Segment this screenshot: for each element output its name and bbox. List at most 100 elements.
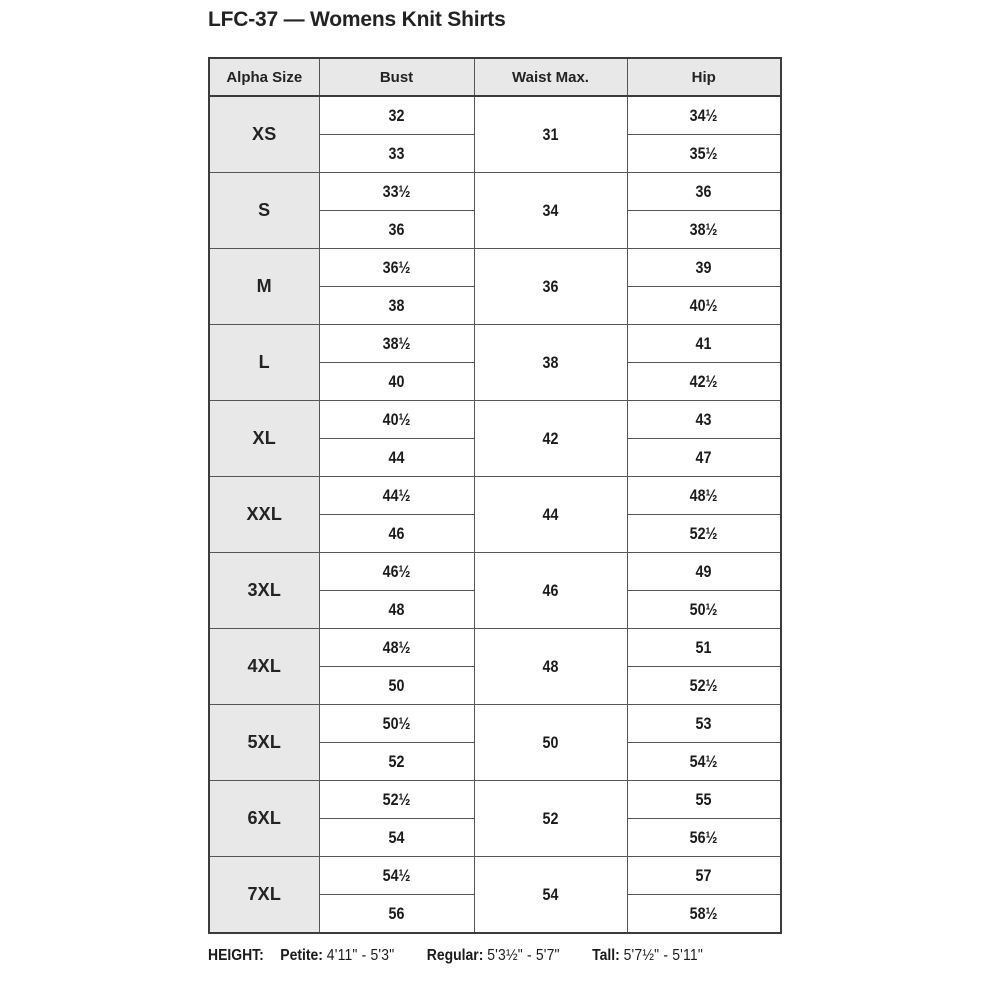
hip-cell: 36 [626, 172, 782, 211]
table-row: XXL 44½ 44 48½ [208, 476, 782, 553]
size-chart-table: Alpha Size Bust Waist Max. Hip XS 32 31 … [208, 57, 782, 934]
waist-value: 50 [542, 732, 559, 752]
hip-cell: 56½ [626, 818, 782, 857]
table-row: 50 52½ [209, 666, 782, 705]
hip-value: 42½ [689, 371, 718, 391]
regular-value: 5'3½" - 5'7" [487, 947, 560, 964]
bust-value: 48 [388, 599, 405, 619]
waist-value: 52 [542, 808, 559, 828]
hip-cell: 57 [626, 856, 782, 895]
bust-value: 50½ [382, 713, 411, 733]
hip-cell: 42½ [626, 362, 782, 401]
waist-value: 48 [542, 656, 559, 676]
waist-value: 42 [542, 428, 559, 448]
hip-value: 54½ [689, 751, 718, 771]
bust-cell: 44 [318, 438, 475, 477]
table-row: 3XL 46½ 46 49 [208, 552, 782, 629]
size-group-xl: XL 40½ 42 43 44 47 [208, 400, 782, 477]
alpha-size-cell: 5XL [208, 704, 320, 781]
waist-value: 54 [542, 884, 559, 904]
size-group-s: S 33½ 34 36 36 38½ [208, 172, 782, 249]
bust-cell: 54½ [318, 856, 475, 895]
bust-value: 56 [388, 903, 405, 923]
waist-value: 31 [542, 124, 559, 144]
alpha-size-cell: XL [208, 400, 320, 477]
waist-cell: 42 [473, 400, 628, 477]
alpha-size-cell: L [208, 324, 320, 401]
bust-cell: 44½ [318, 476, 475, 515]
bust-cell: 48 [318, 590, 475, 629]
alpha-size-cell: M [208, 248, 320, 325]
table-row: 36 38½ [209, 210, 782, 249]
waist-cell: 50 [473, 704, 628, 781]
hip-value: 50½ [689, 599, 718, 619]
size-group-3xl: 3XL 46½ 46 49 48 50½ [208, 552, 782, 629]
hip-cell: 41 [626, 324, 782, 363]
waist-cell: 54 [473, 856, 628, 934]
bust-cell: 36½ [318, 248, 475, 287]
hip-cell: 53 [626, 704, 782, 743]
page-title: LFC-37 — Womens Knit Shirts [208, 8, 506, 31]
hip-value: 48½ [689, 485, 718, 505]
height-regular: Regular: 5'3½" - 5'7" [427, 947, 560, 964]
hip-cell: 39 [626, 248, 782, 287]
hip-cell: 34½ [626, 95, 782, 135]
header-alpha-size: Alpha Size [208, 57, 320, 97]
waist-value: 36 [542, 276, 559, 296]
bust-value: 46 [388, 523, 405, 543]
bust-value: 46½ [382, 561, 411, 581]
bust-value: 40 [388, 371, 405, 391]
hip-value: 41 [695, 333, 712, 353]
bust-cell: 48½ [318, 628, 475, 667]
hip-value: 55 [695, 789, 712, 809]
hip-value: 34½ [689, 105, 718, 125]
size-group-l: L 38½ 38 41 40 42½ [208, 324, 782, 401]
bust-cell: 32 [318, 95, 475, 135]
table-row: 38 40½ [209, 286, 782, 325]
height-label: HEIGHT: [208, 947, 264, 964]
hip-cell: 47 [626, 438, 782, 477]
alpha-size-cell: XXL [208, 476, 320, 553]
table-row: 5XL 50½ 50 53 [208, 704, 782, 781]
waist-value: 34 [542, 200, 559, 220]
alpha-size-cell: 3XL [208, 552, 320, 629]
tall-label: Tall: [592, 947, 620, 964]
waist-cell: 34 [473, 172, 628, 249]
size-group-5xl: 5XL 50½ 50 53 52 54½ [208, 704, 782, 781]
header-row: Alpha Size Bust Waist Max. Hip [208, 57, 782, 97]
hip-value: 47 [695, 447, 712, 467]
height-note: HEIGHT: Petite: 4'11" - 5'3" Regular: 5'3… [208, 947, 730, 965]
waist-value: 44 [542, 504, 559, 524]
size-group-7xl: 7XL 54½ 54 57 56 58½ [208, 856, 782, 934]
hip-value: 57 [695, 865, 712, 885]
table-row: 56 58½ [209, 894, 782, 934]
hip-value: 52½ [689, 675, 718, 695]
bust-value: 36½ [382, 257, 411, 277]
hip-cell: 38½ [626, 210, 782, 249]
height-petite: Petite: 4'11" - 5'3" [280, 947, 394, 964]
size-group-xs: XS 32 31 34½ 33 35½ [208, 95, 782, 173]
table-row: 48 50½ [209, 590, 782, 629]
bust-value: 44½ [382, 485, 411, 505]
table-row: 6XL 52½ 52 55 [208, 780, 782, 857]
hip-cell: 43 [626, 400, 782, 439]
bust-cell: 50½ [318, 704, 475, 743]
waist-cell: 44 [473, 476, 628, 553]
table-row: XS 32 31 34½ [208, 95, 782, 173]
hip-cell: 49 [626, 552, 782, 591]
bust-value: 48½ [382, 637, 411, 657]
hip-cell: 52½ [626, 514, 782, 553]
bust-cell: 36 [318, 210, 475, 249]
bust-value: 54 [388, 827, 405, 847]
bust-value: 36 [388, 219, 405, 239]
bust-cell: 38 [318, 286, 475, 325]
bust-value: 40½ [382, 409, 411, 429]
bust-cell: 52 [318, 742, 475, 781]
hip-cell: 51 [626, 628, 782, 667]
bust-cell: 33½ [318, 172, 475, 211]
bust-value: 44 [388, 447, 405, 467]
bust-value: 52½ [382, 789, 411, 809]
bust-value: 54½ [382, 865, 411, 885]
waist-cell: 46 [473, 552, 628, 629]
petite-value: 4'11" - 5'3" [326, 947, 395, 964]
